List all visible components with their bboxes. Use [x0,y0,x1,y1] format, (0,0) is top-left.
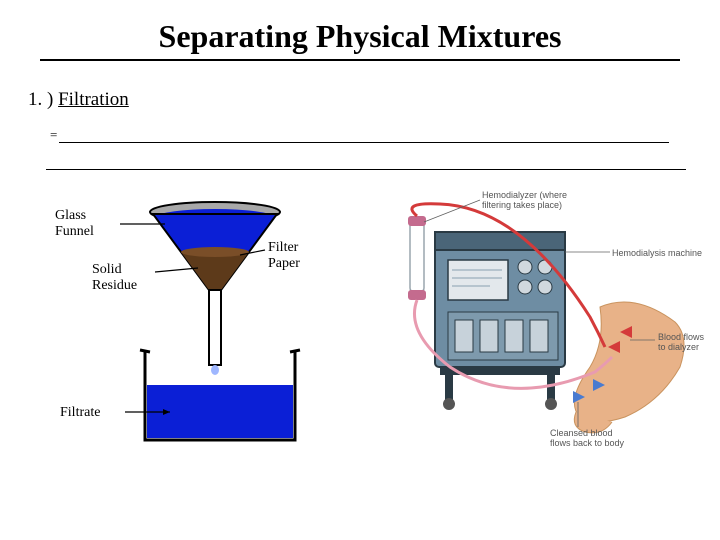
diagram-area: GlassFunnel FilterPaper SolidResidue Fil… [0,190,720,510]
drop [211,365,219,375]
wheel-2 [545,398,557,410]
label-filter-paper: FilterPaper [268,240,300,272]
leg-1 [445,375,453,400]
dialyzer-body [410,222,424,292]
dialyzer-cap-bottom [408,290,426,300]
label-glass-funnel: GlassFunnel [55,208,94,240]
knob-1 [518,260,532,274]
page-title: Separating Physical Mixtures [0,0,720,55]
subtitle-text: Filtration [58,89,129,110]
pointer-solid-residue [155,268,198,272]
leg-2 [547,375,555,400]
hemodialysis-diagram [380,192,700,462]
title-underline [40,59,680,61]
machine-top [435,232,565,250]
section-subtitle: 1. ) Filtration [28,89,720,111]
knob-3 [518,280,532,294]
label-cleansed: Cleansed bloodflows back to body [550,428,624,449]
solid-residue-shape [181,252,249,290]
label-solid-residue: SolidResidue [92,262,137,294]
label-hemodialyzer: Hemodialyzer (wherefiltering takes place… [482,190,567,211]
slot-2 [480,320,498,352]
dialyzer-cap-top [408,216,426,226]
equals-sign: = [50,127,57,143]
label-machine: Hemodialysis machine [612,248,702,258]
blank-line-1 [59,142,669,143]
subtitle-index: 1. ) [28,89,53,110]
slot-1 [455,320,473,352]
slot-4 [530,320,548,352]
definition-blank-row-1: = [50,127,720,143]
knob-4 [538,280,552,294]
label-blood-to: Blood flowsto dialyzer [658,332,704,353]
residue-top [181,247,249,257]
label-filtrate: Filtrate [60,405,100,421]
slot-3 [505,320,523,352]
wheel-1 [443,398,455,410]
funnel-stem [209,290,221,365]
machine-screen [448,260,508,300]
blank-line-2 [46,169,686,170]
